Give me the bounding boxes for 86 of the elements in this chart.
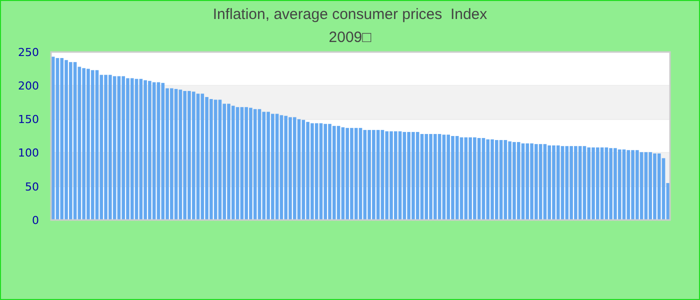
bar [258, 109, 262, 220]
bar [73, 62, 77, 220]
bar [95, 70, 99, 220]
chart-subtitle: 2009□ [328, 29, 372, 46]
bar [416, 132, 420, 220]
bar [56, 58, 60, 220]
y-tick-label: 100 [18, 146, 39, 160]
bar [587, 147, 591, 220]
bar [424, 134, 428, 220]
bar [604, 147, 608, 220]
y-tick-label: 250 [18, 46, 39, 59]
bar [556, 145, 560, 220]
bar [363, 130, 367, 220]
bar [538, 144, 542, 220]
bar [240, 107, 244, 220]
bar [130, 78, 134, 220]
bar [376, 130, 380, 220]
bar [521, 143, 525, 220]
bar [565, 146, 569, 220]
bar [156, 82, 160, 220]
bar [354, 128, 358, 220]
bar [477, 138, 481, 220]
bar [161, 82, 165, 220]
bar [292, 117, 296, 220]
bar [578, 146, 582, 220]
bar [222, 104, 226, 220]
bar [464, 137, 468, 220]
bar [280, 115, 284, 220]
bar [644, 152, 648, 220]
bar [196, 94, 200, 220]
bar [526, 143, 530, 220]
bar [231, 106, 235, 220]
bar [420, 134, 424, 220]
bar [398, 131, 402, 220]
bar [200, 94, 204, 220]
bar [341, 127, 345, 220]
bar [214, 100, 218, 220]
bar [302, 120, 306, 220]
chart-title: Inflation, average consumer prices Index [212, 6, 488, 23]
bar [112, 76, 116, 220]
bar [640, 152, 644, 220]
bar [60, 58, 64, 220]
bar [275, 114, 279, 220]
bar [152, 82, 156, 220]
bar [174, 88, 178, 220]
bar [438, 134, 442, 220]
y-tick-label: 200 [18, 79, 39, 92]
bar [336, 126, 340, 220]
y-tick-label: 150 [18, 113, 39, 126]
bar [192, 92, 196, 220]
bar [516, 142, 520, 220]
bar [297, 119, 301, 220]
bar [455, 136, 459, 220]
bar [657, 153, 661, 220]
bar [402, 132, 406, 220]
y-tick-label: 0 [32, 214, 39, 227]
bar [380, 130, 384, 220]
bar [499, 140, 503, 220]
bar [139, 78, 143, 220]
bar [253, 109, 257, 220]
bar [117, 76, 121, 220]
bar [314, 123, 318, 220]
bar [319, 123, 323, 220]
bar [394, 131, 398, 220]
bar [626, 150, 630, 220]
bar [482, 138, 486, 220]
bar [600, 147, 604, 220]
bar [622, 149, 626, 220]
y-tick-label: 50 [25, 180, 39, 194]
bar [543, 144, 547, 220]
bar [486, 139, 490, 220]
bar [90, 70, 94, 220]
bar [324, 124, 328, 220]
bar [618, 149, 622, 220]
bar [442, 134, 446, 220]
bar [582, 146, 586, 220]
bar [262, 112, 266, 220]
bar [460, 137, 464, 220]
bar [134, 78, 138, 220]
bar [236, 107, 240, 220]
bar [358, 128, 362, 220]
bar [178, 90, 182, 220]
bar [218, 100, 222, 220]
bar [504, 140, 508, 220]
bar [494, 140, 498, 220]
bar [560, 146, 564, 220]
